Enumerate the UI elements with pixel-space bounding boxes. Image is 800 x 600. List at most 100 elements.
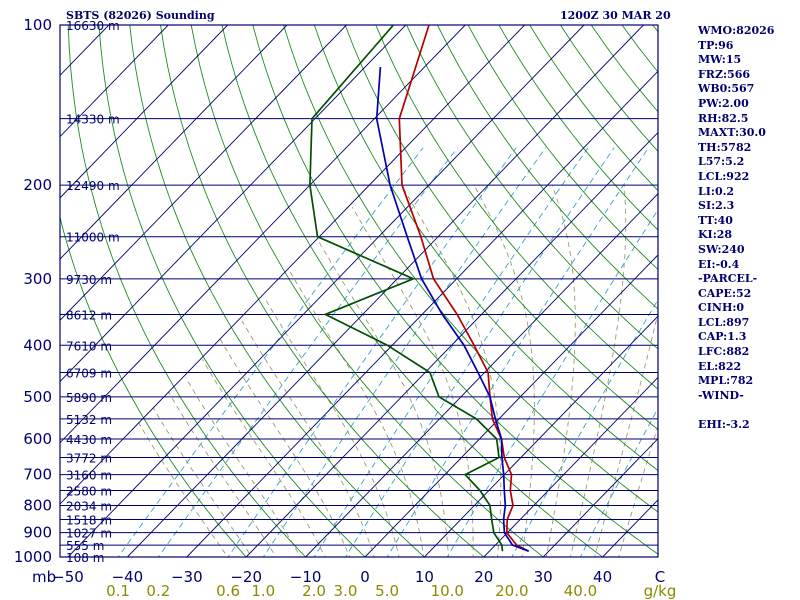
isotherms (60, 25, 658, 557)
height-label: 1518 m (66, 513, 112, 527)
dry-adiabat-line (98, 25, 366, 557)
isotherm-line (60, 25, 228, 199)
dry-adiabat-line (467, 25, 658, 271)
index-item: CINH:0 (698, 301, 745, 315)
index-item (698, 403, 774, 418)
isotherm-line (424, 315, 658, 557)
dry-adiabat-line (129, 25, 426, 557)
moist-adiabat-line (185, 377, 301, 557)
isotherm-line (60, 25, 407, 383)
height-label: 5890 m (66, 391, 112, 405)
stability-indices-panel: WMO:82026 TP:96 MW:15 FRZ:566 WB0:567 PW:2.00… (698, 24, 774, 433)
dry-adiabat-line (406, 25, 658, 350)
pressure-tick-label: 700 (23, 466, 52, 484)
isotherm-line (60, 25, 466, 444)
height-label: 16630 m (66, 19, 120, 33)
isotherm-line (60, 25, 169, 138)
mixing-ratio-line (157, 147, 458, 557)
index-item: MAXT:30.0 (698, 126, 766, 140)
temperature-tick-label: 10 (415, 568, 434, 586)
mixing-ratio-lines (117, 147, 658, 557)
index-item: LCL:897 (698, 315, 750, 329)
temperature-tick-label: 40 (593, 568, 612, 586)
index-item: MPL:782 (698, 374, 754, 388)
height-label: 12490 m (66, 179, 120, 193)
plot-frame (59, 24, 659, 558)
parcel-trace (375, 67, 529, 552)
index-item: L57:5.2 (698, 155, 745, 169)
index-item: WMO:82026 (698, 24, 775, 37)
temperature-tick-label: −10 (290, 568, 322, 586)
index-item: TH:5782 (698, 140, 752, 154)
moist-adiabat-line (401, 184, 502, 557)
dry-adiabat-line (776, 25, 800, 568)
pressure-tick-label: 1000 (14, 548, 52, 566)
moist-adiabat-line (138, 422, 229, 557)
moist-adiabat-line (289, 270, 425, 557)
pressure-tick-label: 300 (23, 270, 52, 288)
moist-adiabat-line (168, 391, 277, 557)
isotherm-line (127, 25, 644, 557)
height-label: 3160 m (66, 469, 112, 483)
isotherm-line (542, 438, 658, 557)
height-label: 11000 m (66, 231, 120, 245)
pressure-tick-label: 800 (23, 496, 52, 514)
height-label: 8612 m (66, 308, 112, 322)
mixing-ratio-line (511, 298, 658, 557)
mixing-ratio-tick-label: 0.2 (146, 582, 170, 600)
height-label: 14330 m (66, 113, 120, 127)
index-item: TP:96 (698, 38, 734, 52)
dry-adiabat-line (160, 25, 485, 557)
mixing-ratio-line (386, 147, 649, 557)
pressure-tick-labels: 100 200 300 400 500 600 700 800 900 1000 (14, 16, 52, 566)
index-item: SW:240 (698, 242, 745, 256)
temperature-tick-label: −50 (52, 568, 84, 586)
moist-adiabat-line (264, 297, 400, 557)
index-item: -WIND- (698, 388, 744, 402)
index-item: -PARCEL- (698, 272, 758, 286)
temperature-tick-label: −40 (112, 568, 144, 586)
mixing-ratio-tick-labels: 0.1 0.2 0.6 1.0 2.0 3.0 5.0 10.0 20.0 40.0 g/kg (106, 582, 676, 600)
height-label: 2034 m (66, 499, 112, 513)
index-item: LCL:922 (698, 169, 750, 183)
temperature-tick-label: 0 (360, 568, 370, 586)
pressure-tick-label: 400 (23, 336, 52, 354)
index-item: SI:2.3 (698, 199, 735, 213)
mixing-ratio-line (344, 147, 615, 557)
index-item: KI:28 (698, 228, 733, 242)
height-labels: 16630 m 14330 m 12490 m 11000 m 9730 m 8612 m… (66, 19, 120, 565)
isotherm-line (60, 25, 288, 260)
dry-adiabat-line (190, 25, 544, 557)
isotherm-line (60, 25, 347, 321)
pressure-tick-label: 100 (23, 16, 52, 34)
isotherm-line (245, 131, 658, 557)
dewpoint-trace (309, 25, 504, 552)
height-label: 2580 m (66, 485, 112, 499)
mixing-ratio-line (313, 147, 589, 557)
height-label: 9730 m (66, 273, 112, 287)
index-item: FRZ:566 (698, 67, 751, 81)
index-item: MW:15 (698, 53, 742, 67)
index-item: LFC:882 (698, 345, 750, 359)
isotherm-line (483, 376, 658, 557)
moist-adiabat-line (202, 359, 326, 557)
height-label: 5132 m (66, 413, 112, 427)
moist-adiabat-line (473, 184, 535, 557)
sounding-time: 1200Z 30 MAR 20 (560, 9, 671, 22)
height-label: 7610 m (66, 339, 112, 353)
index-item: LI:0.2 (698, 184, 735, 198)
temperature-tick-label: −30 (171, 568, 203, 586)
mixing-ratio-line (579, 407, 658, 557)
isotherm-line (186, 70, 658, 557)
moist-adiabats (138, 184, 658, 557)
isotherm-line (305, 193, 658, 557)
temperature-tick-label: 20 (474, 568, 493, 586)
dry-adiabat-line (60, 215, 247, 557)
moist-adiabat-line (153, 407, 253, 557)
mixing-ratio-unit-label: g/kg (644, 582, 677, 600)
isotherm-line (364, 254, 658, 557)
sounding-traces (309, 25, 530, 552)
pressure-tick-label: 600 (23, 430, 52, 448)
index-item: EHI:-3.2 (698, 418, 750, 432)
